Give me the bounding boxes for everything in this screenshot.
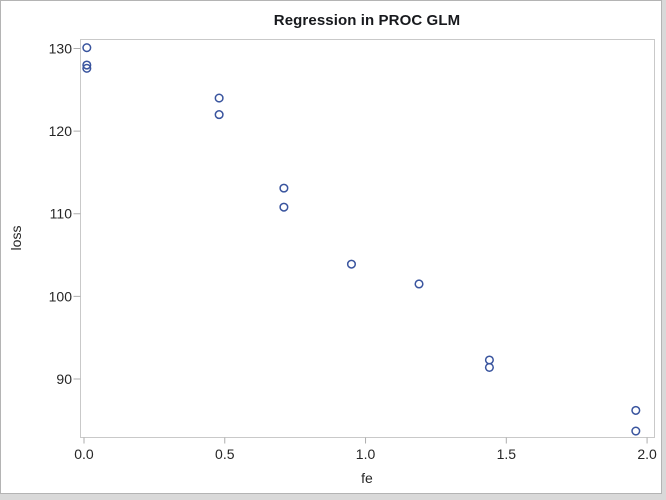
x-tick-label: 1.5 xyxy=(497,446,517,462)
scatter-point xyxy=(346,259,357,269)
scatter-point xyxy=(214,110,224,120)
scatter-point xyxy=(214,93,224,103)
scatter-point xyxy=(82,63,92,73)
x-axis-label: fe xyxy=(361,470,373,486)
y-tick-label: 130 xyxy=(49,41,73,57)
y-tick-label: 120 xyxy=(49,123,73,139)
scatter-point xyxy=(82,60,92,70)
scatter-point xyxy=(82,43,92,53)
scatter-point xyxy=(414,279,424,289)
y-axis-label: loss xyxy=(8,225,24,251)
x-tick-label: 0.0 xyxy=(74,446,94,462)
scatter-point xyxy=(279,183,289,193)
chart-title: Regression in PROC GLM xyxy=(273,12,461,29)
y-tick-label: 100 xyxy=(49,288,73,304)
x-tick-label: 2.0 xyxy=(637,446,657,462)
x-tick-label: 1.0 xyxy=(356,446,376,462)
scatter-point xyxy=(484,362,494,372)
y-tick-label: 110 xyxy=(50,206,73,222)
scatter-point xyxy=(631,405,641,415)
x-tick-label: 0.5 xyxy=(215,446,235,462)
scatter-point xyxy=(279,202,289,212)
y-tick-label: 90 xyxy=(56,371,72,387)
plot-frame xyxy=(80,39,655,438)
scatter-point xyxy=(631,426,641,436)
